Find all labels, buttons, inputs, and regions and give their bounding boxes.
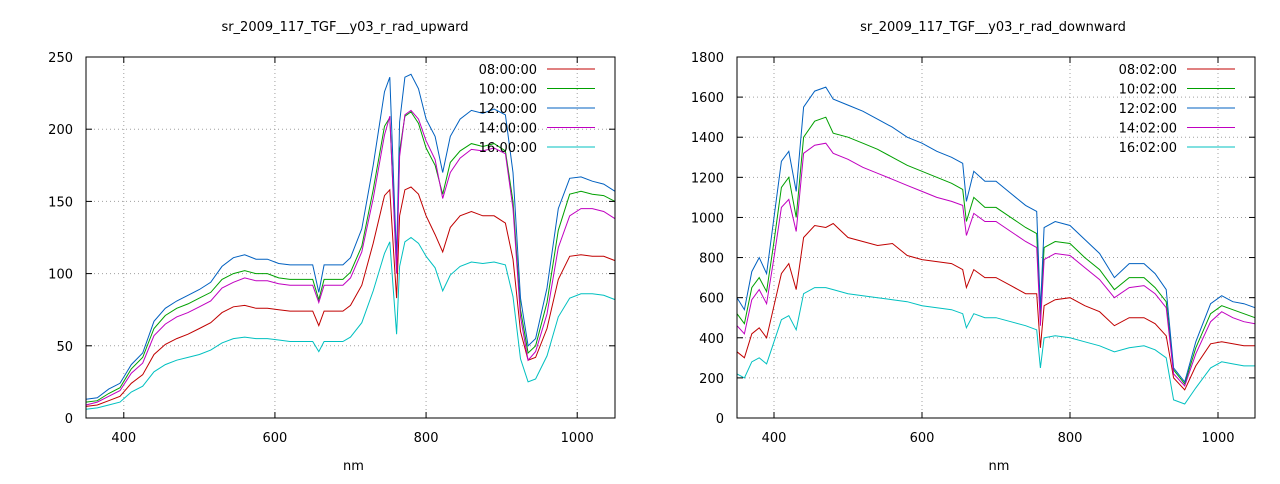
y-tick-label: 1200 [691, 171, 724, 186]
y-tick-label: 0 [65, 412, 73, 427]
y-tick-label: 50 [56, 340, 73, 355]
x-tick-label: 1000 [1201, 431, 1234, 446]
y-tick-label: 200 [48, 123, 73, 138]
y-tick-label: 1000 [691, 211, 724, 226]
x-tick-label: 600 [263, 431, 288, 446]
series-line-4 [736, 287, 1255, 405]
y-tick-label: 200 [699, 372, 724, 387]
legend-label: 12:02:00 [1119, 102, 1177, 117]
y-tick-label: 800 [699, 252, 724, 267]
y-tick-label: 150 [48, 195, 73, 210]
series-line-0 [736, 222, 1255, 391]
series-line-0 [85, 186, 616, 407]
legend-label: 14:02:00 [1119, 122, 1177, 137]
legend-label: 10:02:00 [1119, 83, 1177, 98]
legend-label: 12:00:00 [479, 102, 537, 117]
x-axis-label: nm [343, 459, 364, 474]
x-tick-label: 600 [910, 431, 935, 446]
y-tick-label: 1400 [691, 131, 724, 146]
y-tick-label: 0 [716, 412, 724, 427]
legend-label: 08:02:00 [1119, 63, 1177, 78]
legend-label: 14:00:00 [479, 122, 537, 137]
series-line-2 [736, 86, 1256, 383]
x-tick-label: 400 [762, 431, 787, 446]
x-tick-label: 400 [111, 431, 136, 446]
x-tick-label: 1000 [561, 431, 594, 446]
legend-label: 16:02:00 [1119, 141, 1177, 156]
plot-frame [736, 56, 1256, 419]
legend-label: 16:00:00 [479, 141, 537, 156]
series-line-4 [85, 236, 616, 410]
x-tick-label: 800 [1058, 431, 1083, 446]
series-line-3 [736, 142, 1256, 387]
plot-frame [85, 56, 616, 419]
x-tick-label: 800 [414, 431, 439, 446]
y-tick-label: 1800 [691, 51, 724, 66]
legend-label: 10:00:00 [479, 83, 537, 98]
y-tick-label: 1600 [691, 91, 724, 106]
y-tick-label: 250 [48, 51, 73, 66]
chart-title: sr_2009_117_TGF__y03_r_rad_downward [860, 20, 1126, 35]
series-line-2 [85, 73, 616, 400]
chart-panel-1: sr_2009_117_TGF__y03_r_rad_downward 400 60… [691, 20, 1256, 474]
chart-title: sr_2009_117_TGF__y03_r_rad_upward [221, 20, 468, 35]
legend-label: 08:00:00 [479, 63, 537, 78]
y-tick-label: 400 [699, 332, 724, 347]
series-line-1 [736, 116, 1256, 385]
series-line-3 [85, 109, 616, 406]
x-axis-label: nm [989, 459, 1010, 474]
y-tick-label: 100 [48, 268, 73, 283]
chart-panel-0: sr_2009_117_TGF__y03_r_rad_upward 400 600 8… [48, 20, 616, 474]
y-tick-label: 600 [699, 292, 724, 307]
